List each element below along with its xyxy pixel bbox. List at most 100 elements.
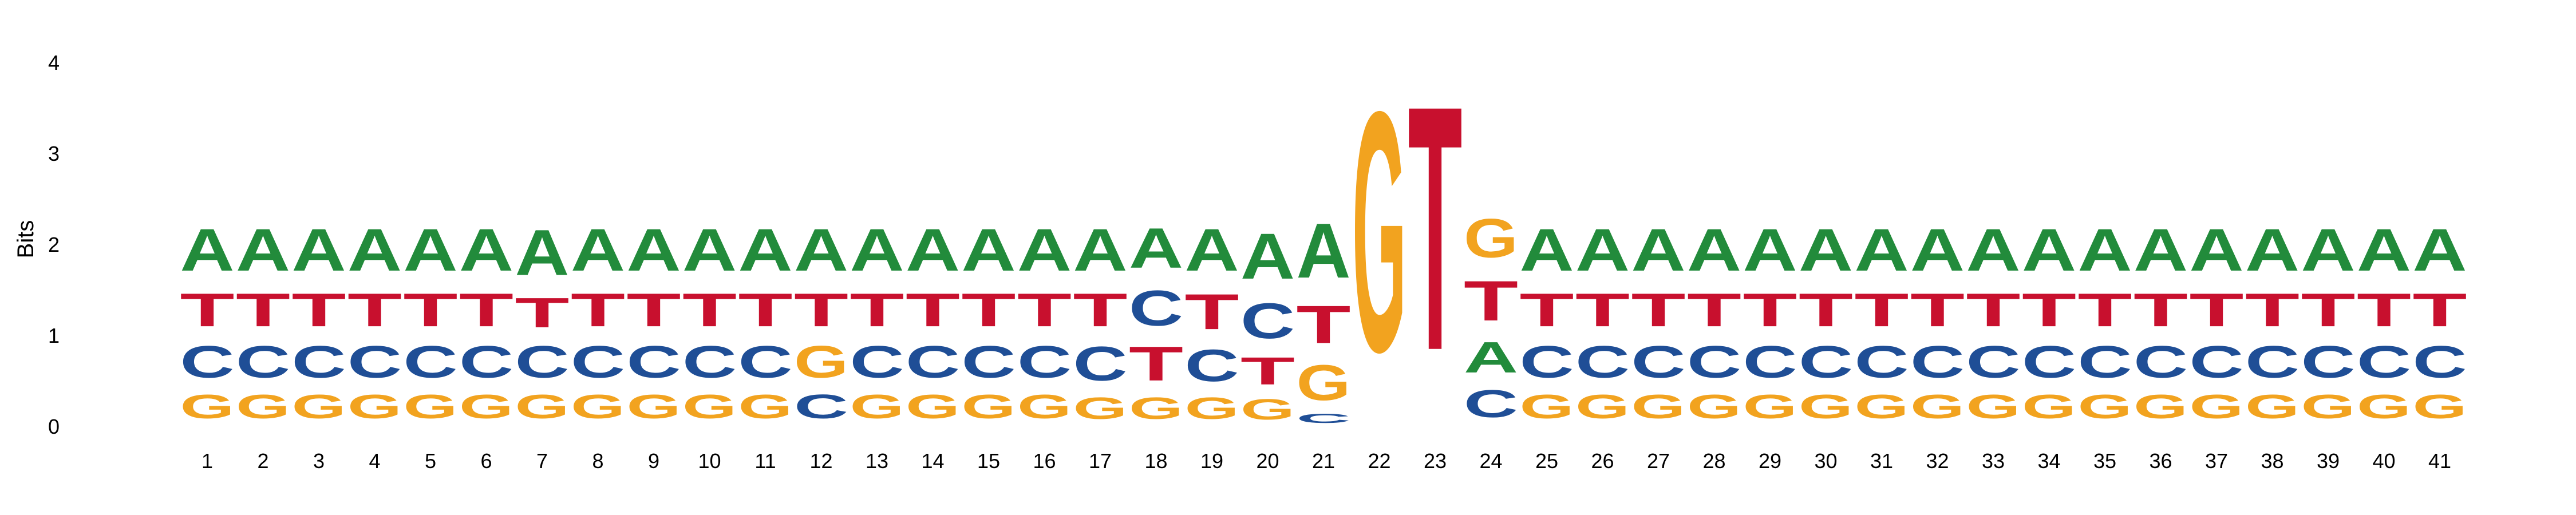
logo-glyph: G xyxy=(1352,40,1406,423)
logo-letter-a: A xyxy=(2022,216,2076,283)
logo-glyph: T xyxy=(515,289,570,336)
logo-letter-t: T xyxy=(1966,284,2021,336)
x-tick-label: 9 xyxy=(648,449,659,473)
logo-glyph: T xyxy=(1185,284,1239,340)
x-tick-label: 3 xyxy=(313,449,325,473)
logo-letter-g: G xyxy=(236,388,290,426)
logo-letter-t: T xyxy=(2134,284,2188,336)
x-tick-label: 14 xyxy=(921,449,944,473)
logo-glyph: C xyxy=(1799,337,1853,388)
logo-letter-a: A xyxy=(236,216,290,283)
logo-glyph: G xyxy=(2301,388,2356,426)
x-tick-label: 37 xyxy=(2205,449,2228,473)
logo-glyph: T xyxy=(2357,284,2411,336)
logo-glyph: T xyxy=(1966,284,2021,336)
logo-glyph: C xyxy=(1743,337,1797,388)
logo-glyph: G xyxy=(2190,388,2244,426)
logo-letter-a: A xyxy=(1855,216,1909,283)
logo-glyph: C xyxy=(2413,337,2467,388)
logo-letter-t: T xyxy=(1743,284,1797,336)
logo-letter-c: C xyxy=(2301,337,2356,388)
logo-glyph: G xyxy=(1687,388,1741,426)
x-tick-label: 33 xyxy=(1982,449,2005,473)
y-tick-label: 4 xyxy=(48,51,60,74)
logo-glyph: T xyxy=(850,284,904,336)
logo-glyph: A xyxy=(2245,216,2300,283)
logo-glyph: G xyxy=(1464,207,1518,269)
x-tick-label: 12 xyxy=(809,449,832,473)
logo-glyph: T xyxy=(1910,284,1965,336)
logo-letter-t: T xyxy=(1240,349,1295,393)
logo-letter-a: A xyxy=(2078,216,2132,283)
logo-glyph: G xyxy=(1073,391,1128,426)
logo-letter-g: G xyxy=(1910,388,1965,426)
x-tick-label: 10 xyxy=(698,449,721,473)
logo-glyph: T xyxy=(1687,284,1741,336)
x-tick-label: 31 xyxy=(1870,449,1893,473)
logo-glyph: A xyxy=(2190,216,2244,283)
logo-letter-c: C xyxy=(2245,337,2300,388)
logo-letter-g: G xyxy=(2078,388,2132,426)
logo-letter-t: T xyxy=(2022,284,2076,336)
logo-glyph: C xyxy=(2078,337,2132,388)
logo-letter-a: A xyxy=(292,216,346,283)
logo-letter-g: G xyxy=(682,388,737,426)
logo-glyph: T xyxy=(1631,284,1686,336)
logo-letter-a: A xyxy=(1464,333,1518,382)
logo-glyph: T xyxy=(1129,336,1183,391)
logo-letter-c: C xyxy=(627,337,681,388)
logo-letter-g: G xyxy=(962,388,1016,426)
logo-glyph: G xyxy=(1185,391,1239,426)
logo-letter-g: G xyxy=(2413,388,2467,426)
x-tick-label: 34 xyxy=(2037,449,2060,473)
x-tick-label: 2 xyxy=(257,449,268,473)
y-tick-label: 1 xyxy=(48,324,60,347)
logo-glyph: A xyxy=(2022,216,2076,283)
x-tick-label: 17 xyxy=(1089,449,1112,473)
logo-letter-a: A xyxy=(1073,216,1128,283)
x-tick-label: 18 xyxy=(1144,449,1167,473)
x-tick-label: 19 xyxy=(1200,449,1223,473)
logo-letter-a: A xyxy=(2413,216,2467,283)
logo-glyph: C xyxy=(1464,382,1518,426)
logo-letter-g: G xyxy=(627,388,681,426)
logo-glyph: C xyxy=(794,387,848,426)
logo-letter-t: T xyxy=(459,284,513,336)
logo-letter-a: A xyxy=(1631,216,1686,283)
logo-glyph: G xyxy=(1799,388,1853,426)
logo-glyph: T xyxy=(1073,284,1128,336)
y-tick-label: 2 xyxy=(48,233,60,256)
logo-letter-t: T xyxy=(1575,284,1630,336)
logo-glyph: A xyxy=(1966,216,2021,283)
logo-letter-a: A xyxy=(1799,216,1853,283)
logo-letter-g: G xyxy=(347,388,402,426)
logo-letter-c: C xyxy=(738,337,793,388)
logo-letter-a: A xyxy=(794,216,848,283)
logo-glyph: G xyxy=(2022,388,2076,426)
logo-glyph: A xyxy=(2413,216,2467,283)
logo-letter-a: A xyxy=(2245,216,2300,283)
x-tick-label: 32 xyxy=(1926,449,1949,473)
logo-glyph: A xyxy=(2357,216,2411,283)
x-tick-label: 29 xyxy=(1759,449,1781,473)
logo-letter-c: C xyxy=(1464,382,1518,426)
logo-glyph: T xyxy=(1408,34,1463,423)
logo-letter-c: C xyxy=(1743,337,1797,388)
logo-glyph: G xyxy=(1017,388,1072,426)
logo-letter-c: C xyxy=(1855,337,1909,388)
logo-letter-t: T xyxy=(236,284,290,336)
x-tick-label: 38 xyxy=(2261,449,2283,473)
logo-glyph: A xyxy=(180,216,235,283)
logo-glyph: T xyxy=(1855,284,1909,336)
x-tick-label: 15 xyxy=(977,449,1000,473)
logo-glyph: G xyxy=(180,388,235,426)
logo-letter-a: A xyxy=(1687,216,1741,283)
logo-glyph: T xyxy=(906,284,960,336)
logo-letter-g: G xyxy=(1073,391,1128,426)
logo-glyph: C xyxy=(404,337,458,388)
logo-glyph: A xyxy=(1129,216,1183,280)
logo-letter-g: G xyxy=(180,388,235,426)
logo-letter-t: T xyxy=(2078,284,2132,336)
logo-glyph: A xyxy=(347,216,402,283)
logo-letter-a: A xyxy=(962,216,1016,283)
